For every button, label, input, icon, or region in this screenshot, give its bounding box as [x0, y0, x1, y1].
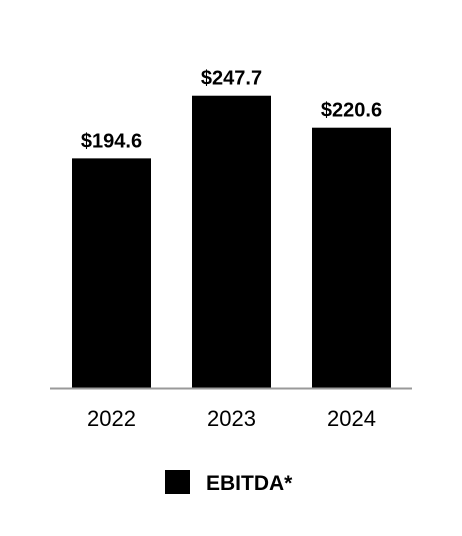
x-tick-labels-group: 2022 2023 2024 — [87, 406, 376, 431]
legend-label: EBITDA* — [206, 472, 293, 495]
x-tick-label-2022: 2022 — [87, 406, 136, 431]
value-label-2024: $220.6 — [321, 100, 382, 122]
value-labels-group: $194.6 $247.7 $220.6 — [81, 68, 382, 153]
bar-2022 — [72, 158, 151, 388]
value-label-2023: $247.7 — [201, 68, 262, 90]
value-label-2022: $194.6 — [81, 130, 142, 152]
legend: EBITDA* — [165, 470, 293, 495]
bars-group — [72, 95, 391, 389]
x-tick-label-2023: 2023 — [207, 406, 256, 431]
bar-2023 — [192, 95, 271, 389]
bar-2024 — [312, 127, 391, 388]
x-tick-label-2024: 2024 — [327, 406, 376, 431]
legend-swatch — [165, 470, 190, 494]
